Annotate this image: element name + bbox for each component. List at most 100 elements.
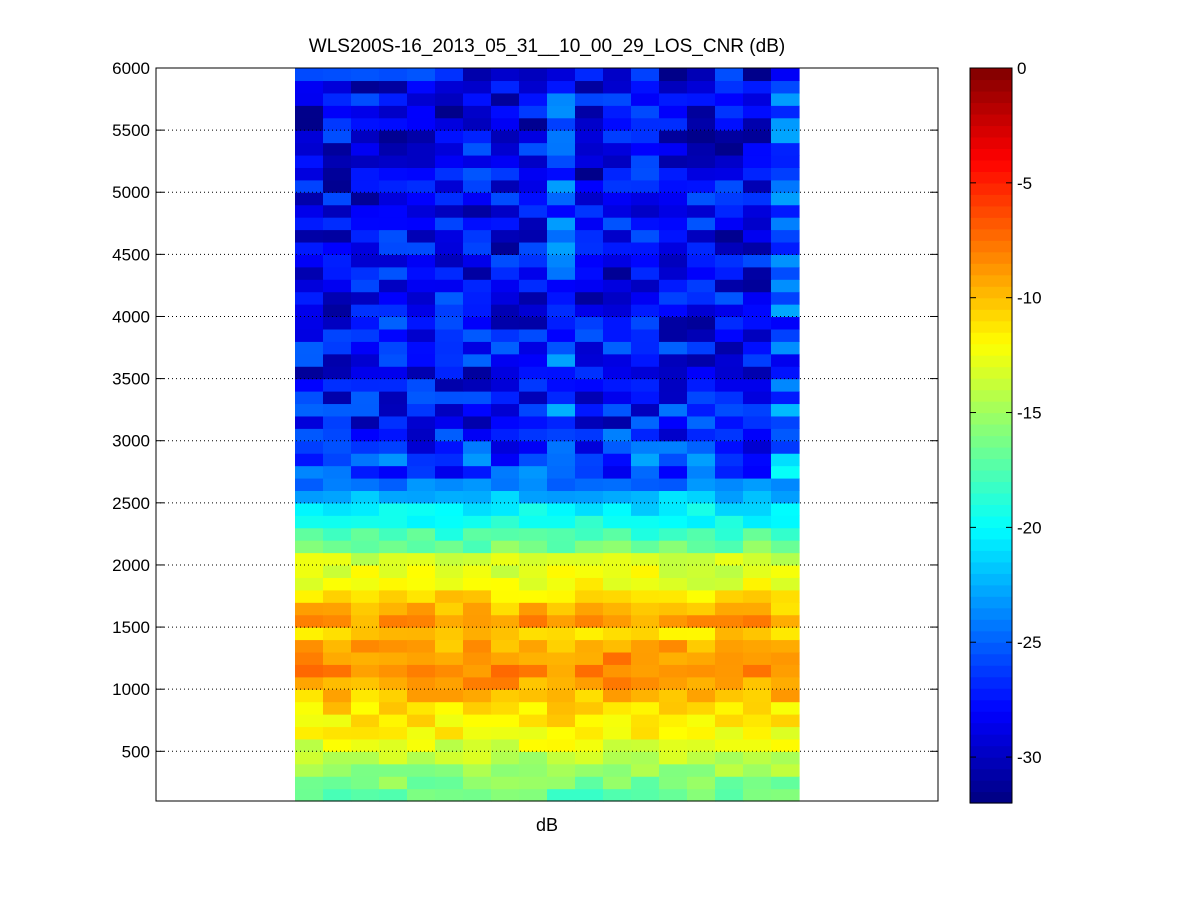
heatmap-cell: [379, 689, 408, 703]
heatmap-cell: [715, 254, 744, 268]
heatmap-cell: [659, 328, 688, 342]
heatmap-cell: [435, 117, 464, 131]
heatmap-cell: [547, 217, 576, 231]
heatmap-cell: [743, 738, 772, 752]
heatmap-cell: [575, 291, 604, 305]
heatmap-cell: [715, 701, 744, 715]
heatmap-cell: [295, 254, 324, 268]
heatmap-cell: [603, 80, 632, 94]
heatmap-cell: [435, 204, 464, 218]
heatmap-cell: [379, 664, 408, 678]
heatmap-cell: [519, 614, 548, 628]
heatmap-cell: [547, 440, 576, 454]
heatmap-cell: [547, 68, 576, 82]
heatmap-cell: [575, 154, 604, 168]
heatmap-cell: [463, 477, 492, 492]
heatmap-cell: [603, 415, 632, 429]
heatmap-cell: [351, 763, 380, 777]
y-tick-label: 3000: [112, 432, 150, 451]
heatmap-cell: [575, 651, 604, 665]
heatmap-cell: [715, 241, 744, 255]
heatmap-cell: [687, 701, 716, 715]
heatmap-cell: [659, 179, 688, 193]
heatmap-cell: [715, 751, 744, 765]
heatmap-cell: [463, 639, 492, 653]
heatmap-cell: [407, 490, 436, 504]
heatmap-cell: [743, 217, 772, 231]
heatmap-cell: [743, 751, 772, 765]
y-tick-label: 2500: [112, 494, 150, 513]
heatmap-cell: [323, 204, 352, 218]
colorbar-segment: [970, 515, 1012, 528]
heatmap-cell: [323, 428, 352, 442]
heatmap-cell: [351, 726, 380, 740]
heatmap-cell: [407, 241, 436, 255]
heatmap-cell: [323, 453, 352, 467]
heatmap-cell: [715, 68, 744, 82]
heatmap-cell: [743, 527, 772, 541]
heatmap-cell: [435, 316, 464, 330]
heatmap-cell: [771, 279, 800, 293]
heatmap-cell: [435, 676, 464, 690]
heatmap-cell: [547, 477, 576, 492]
heatmap-cell: [659, 714, 688, 728]
colorbar-segment: [970, 320, 1012, 333]
heatmap-cell: [631, 328, 660, 342]
heatmap-cell: [771, 776, 800, 790]
heatmap-cell: [659, 614, 688, 628]
heatmap-cell: [687, 763, 716, 777]
heatmap-cell: [407, 664, 436, 678]
heatmap-cell: [295, 689, 324, 703]
colorbar-segment: [970, 389, 1012, 402]
heatmap-cell: [715, 92, 744, 106]
heatmap-cell: [463, 266, 492, 280]
heatmap-cell: [743, 154, 772, 168]
heatmap-cell: [323, 328, 352, 342]
heatmap-cell: [435, 179, 464, 193]
y-tick-label: 1500: [112, 618, 150, 637]
heatmap-cell: [715, 714, 744, 728]
heatmap-cell: [435, 403, 464, 417]
heatmap-cell: [659, 701, 688, 715]
heatmap-cell: [491, 266, 520, 280]
heatmap-cell: [715, 589, 744, 603]
heatmap-cell: [715, 776, 744, 790]
heatmap-cell: [631, 353, 660, 367]
heatmap-cell: [631, 378, 660, 392]
colorbar-segment: [970, 734, 1012, 747]
heatmap-cell: [659, 515, 688, 529]
heatmap-cell: [659, 477, 688, 492]
colorbar-tick-label: -30: [1017, 748, 1042, 767]
heatmap-cell: [351, 291, 380, 305]
heatmap-cell: [603, 540, 632, 554]
heatmap-cell: [519, 440, 548, 454]
heatmap-cell: [491, 68, 520, 82]
heatmap-cell: [687, 614, 716, 628]
heatmap-cell: [575, 415, 604, 429]
heatmap-cell: [491, 776, 520, 790]
heatmap-cell: [491, 254, 520, 268]
heatmap-cell: [491, 353, 520, 367]
heatmap-cell: [603, 627, 632, 641]
heatmap-cell: [407, 602, 436, 616]
heatmap-cell: [659, 353, 688, 367]
heatmap-cell: [407, 415, 436, 429]
heatmap-cell: [547, 229, 576, 243]
heatmap-cell: [379, 763, 408, 777]
heatmap-cell: [547, 701, 576, 715]
colorbar-segment: [970, 676, 1012, 689]
heatmap-cell: [603, 440, 632, 454]
heatmap-cell: [631, 241, 660, 255]
heatmap-cell: [463, 664, 492, 678]
heatmap-cell: [491, 676, 520, 690]
y-tick-label: 5500: [112, 121, 150, 140]
heatmap-cell: [659, 192, 688, 206]
heatmap-cell: [379, 167, 408, 181]
colorbar-tick-label: -25: [1017, 633, 1042, 652]
heatmap-cell: [743, 651, 772, 665]
heatmap-cell: [463, 204, 492, 218]
colorbar-segment: [970, 504, 1012, 517]
heatmap-cell: [295, 515, 324, 529]
heatmap-cell: [463, 726, 492, 740]
colorbar-segment: [970, 584, 1012, 597]
